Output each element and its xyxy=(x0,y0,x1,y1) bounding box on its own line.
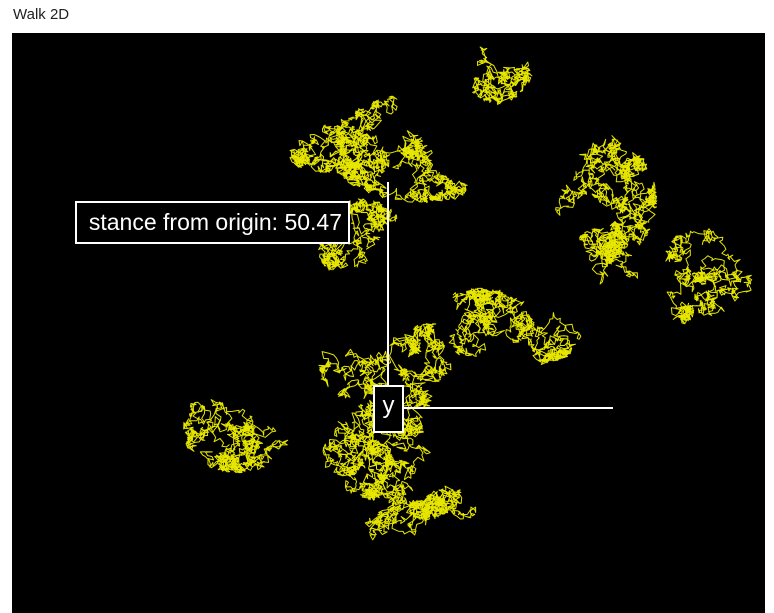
walk-segment xyxy=(364,458,432,541)
walk-segment xyxy=(183,399,289,474)
walk-segment xyxy=(579,227,638,285)
distance-from-origin-label: stance from origin: 50.47 xyxy=(74,201,350,244)
walk-segment xyxy=(665,228,753,325)
walk-viewport[interactable]: stance from origin: 50.47 y xyxy=(12,33,765,613)
walk-segment xyxy=(329,95,468,204)
y-axis-label: y xyxy=(373,385,404,433)
walk-segment xyxy=(289,124,347,173)
walk-segment xyxy=(419,485,477,520)
walk-canvas xyxy=(183,46,753,541)
walk-segment xyxy=(389,323,452,383)
axes-gizmo xyxy=(387,182,613,409)
walk-segment xyxy=(505,311,582,365)
walk-segment xyxy=(555,135,658,247)
window-title: Walk 2D xyxy=(13,6,70,23)
random-walk-path xyxy=(183,46,753,541)
walk-segment xyxy=(472,46,533,105)
walk-segment xyxy=(317,198,398,271)
walk-segment xyxy=(448,287,536,357)
